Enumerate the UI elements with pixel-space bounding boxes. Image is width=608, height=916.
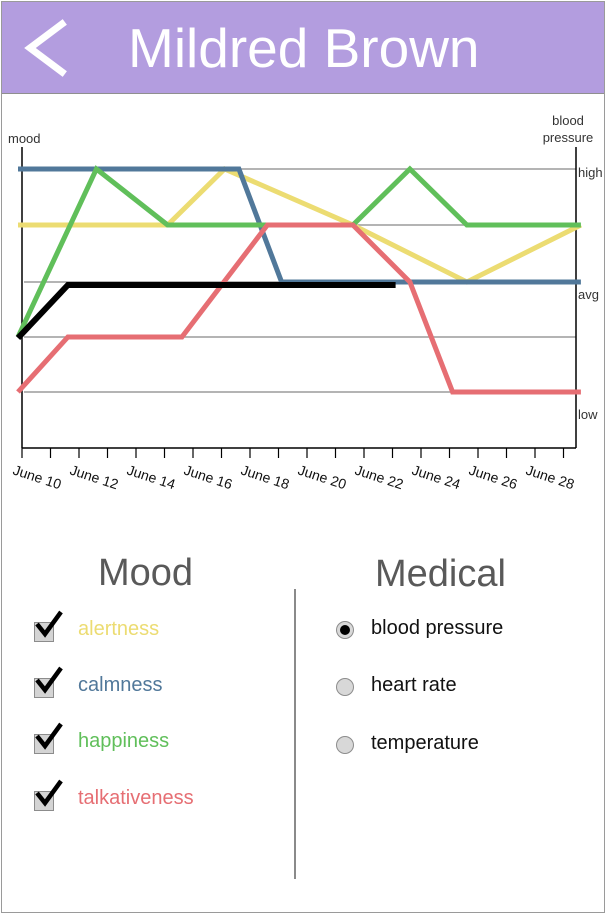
medical-option-label: blood pressure bbox=[371, 617, 504, 639]
x-tick-label: June 14 bbox=[125, 462, 178, 493]
medical-section-title: Medical bbox=[375, 553, 506, 595]
header-bar: Mildred Brown bbox=[2, 2, 604, 94]
mood-label: calmness bbox=[78, 674, 163, 696]
mood-label: talkativeness bbox=[78, 787, 194, 809]
mood-label: happiness bbox=[78, 730, 170, 752]
right-tick-label: avg bbox=[578, 287, 599, 302]
mood-label: alertness bbox=[78, 618, 160, 640]
mood-section-title: Mood bbox=[98, 552, 194, 594]
x-tick-label: June 28 bbox=[524, 462, 577, 493]
x-tick-label: June 16 bbox=[182, 462, 235, 493]
y-axis-label-left: mood bbox=[8, 131, 41, 146]
y-axis-label-right-line2: pressure bbox=[543, 130, 594, 145]
page-title: Mildred Brown bbox=[128, 17, 480, 79]
x-tick-label: June 26 bbox=[467, 462, 520, 493]
x-tick-label: June 22 bbox=[353, 462, 406, 493]
x-tick-label: June 24 bbox=[410, 462, 463, 493]
series-line-happiness bbox=[15, 165, 581, 339]
checkmark-icon bbox=[35, 722, 63, 750]
series-line-talkativeness bbox=[16, 222, 581, 395]
radio-button[interactable] bbox=[336, 621, 354, 639]
right-tick-label: high bbox=[578, 165, 603, 180]
medical-option-label: heart rate bbox=[371, 674, 457, 696]
x-tick-label: June 20 bbox=[296, 462, 349, 493]
checkmark-icon bbox=[35, 610, 63, 638]
mood-chart: mood blood pressure high avg low June 10 June 1… bbox=[2, 95, 604, 525]
right-tick-label: low bbox=[578, 407, 598, 422]
x-tick-label: June 12 bbox=[68, 462, 121, 493]
chevron-left-icon[interactable] bbox=[16, 16, 80, 80]
x-tick-label: June 18 bbox=[239, 462, 292, 493]
panel-divider bbox=[294, 589, 296, 879]
y-axis-label-right: blood bbox=[552, 113, 584, 128]
medical-option-label: temperature bbox=[371, 732, 479, 754]
checkmark-icon bbox=[35, 779, 63, 807]
radio-button[interactable] bbox=[336, 736, 354, 754]
series-line-blood-pressure bbox=[15, 282, 396, 341]
checkmark-icon bbox=[35, 666, 63, 694]
x-tick-label: June 10 bbox=[11, 462, 64, 493]
radio-button[interactable] bbox=[336, 678, 354, 696]
